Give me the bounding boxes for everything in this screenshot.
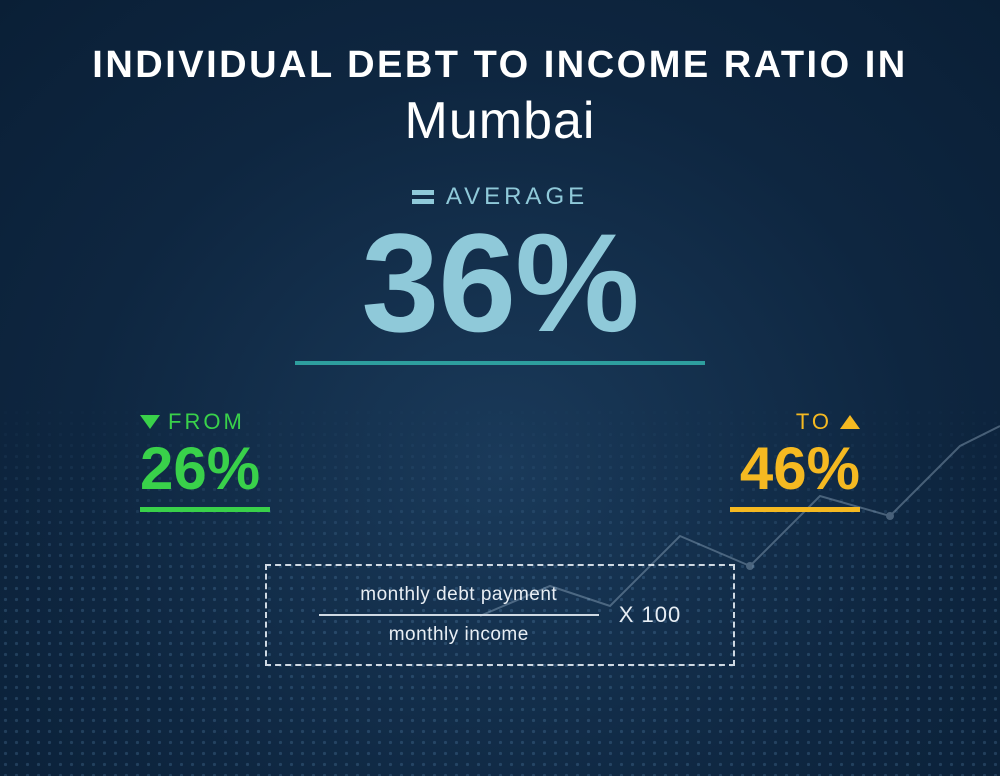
title-city: Mumbai <box>60 91 940 151</box>
formula-fraction: monthly debt payment monthly income <box>319 584 599 646</box>
fraction-bar <box>319 614 599 616</box>
from-value: 26% <box>140 439 270 499</box>
to-value: 46% <box>730 439 860 499</box>
formula-box: monthly debt payment monthly income X 10… <box>265 564 735 666</box>
title-line-1: INDIVIDUAL DEBT TO INCOME RATIO IN <box>60 44 940 87</box>
triangle-up-icon <box>840 415 860 429</box>
to-block: TO 46% <box>730 409 860 512</box>
average-underline <box>295 361 705 365</box>
infographic-content: INDIVIDUAL DEBT TO INCOME RATIO IN Mumba… <box>0 0 1000 776</box>
average-value: 36% <box>295 213 705 353</box>
to-label-row: TO <box>730 409 860 435</box>
formula-numerator: monthly debt payment <box>360 584 557 606</box>
from-underline <box>140 507 270 512</box>
from-label-text: FROM <box>168 409 245 435</box>
formula-denominator: monthly income <box>389 624 529 646</box>
to-label-text: TO <box>796 409 832 435</box>
from-block: FROM 26% <box>140 409 270 512</box>
from-label-row: FROM <box>140 409 270 435</box>
formula-multiplier: X 100 <box>619 602 682 628</box>
to-underline <box>730 507 860 512</box>
range-row: FROM 26% TO 46% <box>140 409 860 512</box>
equals-icon <box>412 190 434 204</box>
average-block: AVERAGE 36% <box>295 183 705 365</box>
triangle-down-icon <box>140 415 160 429</box>
